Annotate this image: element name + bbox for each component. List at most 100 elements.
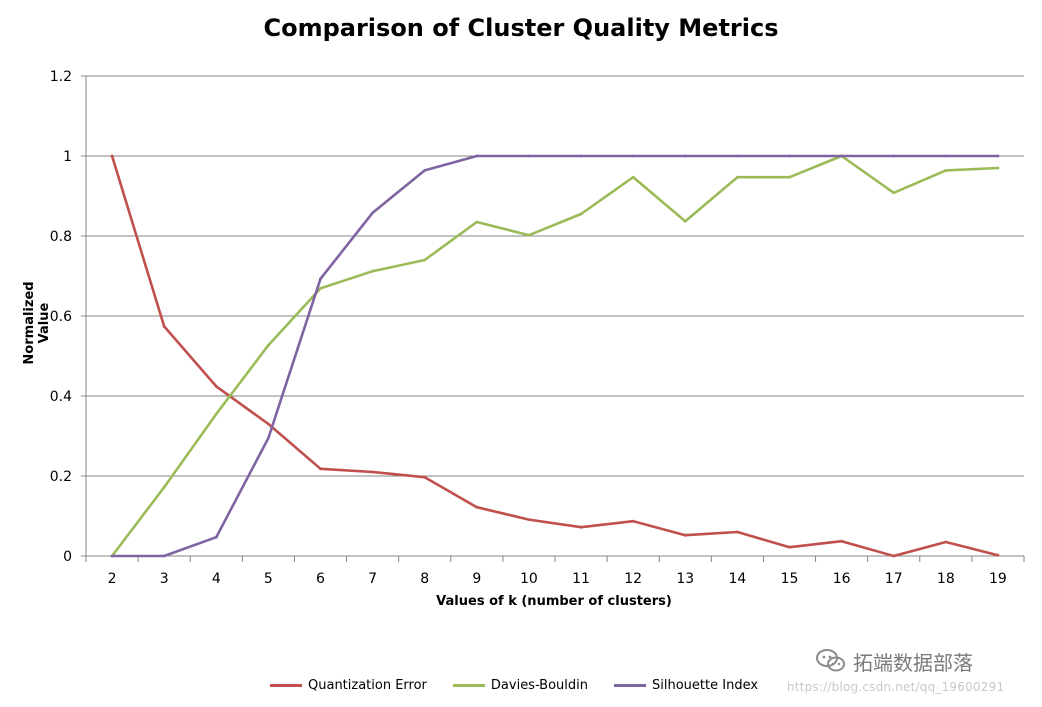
data-point-davies-bouldin-k3 — [162, 485, 166, 489]
x-tick-label-15: 15 — [781, 571, 799, 587]
series-silhouette-index — [110, 154, 1000, 558]
data-point-silhouette-index-k6 — [319, 277, 322, 281]
data-point-silhouette-index-k5 — [266, 436, 270, 440]
x-tick-label-9: 9 — [472, 571, 481, 587]
series-davies-bouldin — [110, 154, 1000, 558]
data-point-quantization-error-k2 — [110, 154, 114, 158]
data-point-quantization-error-k4 — [214, 385, 218, 388]
data-point-davies-bouldin-k12 — [631, 175, 635, 179]
legend-label-silhouette-index: Silhouette Index — [652, 677, 759, 693]
legend: Quantization Error Davies-Bouldin Silhou… — [270, 675, 758, 695]
data-point-silhouette-index-k10 — [527, 154, 531, 158]
wechat-icon — [815, 647, 847, 675]
data-point-silhouette-index-k4 — [214, 535, 218, 539]
data-point-silhouette-index-k18 — [944, 154, 948, 158]
data-point-quantization-error-k5 — [266, 422, 270, 426]
x-tick-label-6: 6 — [316, 571, 325, 587]
series-layer — [110, 154, 1000, 558]
data-point-davies-bouldin-k13 — [683, 219, 687, 223]
data-point-silhouette-index-k7 — [371, 211, 375, 215]
data-point-quantization-error-k19 — [996, 553, 1000, 557]
y-tick-label-0-4: 0.4 — [50, 389, 72, 405]
data-point-davies-bouldin-k10 — [527, 233, 531, 237]
legend-item-davies-bouldin: Davies-Bouldin — [452, 677, 589, 693]
series-line-quantization-error — [110, 154, 1000, 558]
x-tick-label-3: 3 — [160, 571, 169, 587]
series-line-davies-bouldin — [110, 154, 1000, 558]
data-point-silhouette-index-k11 — [579, 154, 583, 158]
series-line-silhouette-index — [110, 154, 1000, 558]
data-point-silhouette-index-k3 — [162, 554, 166, 558]
x-tick-label-8: 8 — [420, 571, 429, 587]
data-point-silhouette-index-k14 — [735, 154, 739, 158]
y-tick-label-1: 1 — [63, 149, 72, 165]
data-point-quantization-error-k15 — [788, 545, 791, 549]
grid-layer — [86, 75, 1024, 477]
data-point-silhouette-index-k17 — [892, 154, 896, 158]
data-point-davies-bouldin-k4 — [214, 412, 218, 416]
y-tick-label-0-6: 0.6 — [50, 309, 72, 325]
tick-label-layer: 0 0.2 0.4 0.6 0.8 1 1.2 2 3 4 5 6 7 8 9 10 11 12 13 14 15 16 1… — [50, 69, 1007, 587]
x-tick-label-18: 18 — [937, 571, 955, 587]
data-point-quantization-error-k3 — [162, 325, 166, 328]
x-tick-label-17: 17 — [885, 571, 903, 587]
watermark-url: https://blog.csdn.net/qq_19600291 — [787, 680, 1005, 694]
data-point-silhouette-index-k16 — [840, 154, 844, 158]
x-tick-label-10: 10 — [520, 571, 538, 587]
legend-swatch-davies-bouldin — [452, 683, 485, 687]
data-point-quantization-error-k16 — [840, 539, 844, 543]
data-point-davies-bouldin-k5 — [266, 343, 270, 347]
data-point-davies-bouldin-k6 — [319, 287, 322, 290]
data-point-silhouette-index-k8 — [423, 169, 427, 172]
series-quantization-error — [110, 154, 1000, 558]
x-tick-label-16: 16 — [833, 571, 851, 587]
x-tick-label-13: 13 — [676, 571, 694, 587]
y-tick-label-1-2: 1.2 — [50, 69, 72, 85]
data-point-quantization-error-k7 — [371, 470, 375, 474]
x-tick-label-2: 2 — [108, 571, 117, 587]
chart-title: Comparison of Cluster Quality Metrics — [263, 14, 779, 42]
data-point-davies-bouldin-k17 — [892, 191, 896, 195]
data-point-davies-bouldin-k9 — [475, 220, 479, 224]
data-point-davies-bouldin-k15 — [788, 175, 791, 179]
legend-swatch-quantization-error — [270, 683, 302, 687]
legend-item-quantization-error: Quantization Error — [270, 678, 427, 693]
data-point-quantization-error-k11 — [579, 525, 583, 529]
legend-item-silhouette-index: Silhouette Index — [614, 678, 758, 693]
axis-layer — [81, 75, 1025, 562]
data-point-silhouette-index-k19 — [996, 154, 1000, 158]
data-point-davies-bouldin-k19 — [996, 166, 1000, 170]
x-tick-label-4: 4 — [212, 571, 221, 587]
data-point-davies-bouldin-k14 — [735, 175, 739, 179]
data-point-quantization-error-k6 — [319, 467, 322, 471]
x-tick-label-11: 11 — [572, 571, 590, 587]
data-point-quantization-error-k8 — [423, 475, 427, 479]
y-tick-label-0-2: 0.2 — [50, 469, 72, 485]
legend-label-davies-bouldin: Davies-Bouldin — [490, 677, 589, 693]
data-point-quantization-error-k18 — [944, 540, 948, 544]
data-point-davies-bouldin-k11 — [579, 212, 583, 216]
data-point-silhouette-index-k13 — [683, 154, 687, 158]
legend-swatch-silhouette-index — [614, 683, 647, 687]
data-point-silhouette-index-k9 — [475, 154, 479, 158]
data-point-silhouette-index-k12 — [631, 154, 635, 158]
x-tick-label-12: 12 — [624, 571, 642, 587]
x-axis-label: Values of k (number of clusters) — [436, 594, 672, 609]
data-point-quantization-error-k13 — [683, 533, 687, 537]
data-point-davies-bouldin-k7 — [371, 269, 375, 273]
data-point-quantization-error-k9 — [475, 505, 479, 509]
data-point-davies-bouldin-k8 — [423, 258, 427, 262]
data-point-quantization-error-k12 — [631, 519, 635, 523]
y-axis-label: Normalized Value — [22, 281, 52, 365]
data-point-davies-bouldin-k18 — [944, 169, 948, 172]
data-point-silhouette-index-k15 — [788, 154, 791, 158]
x-tick-label-19: 19 — [989, 571, 1007, 587]
data-point-quantization-error-k10 — [527, 518, 531, 521]
legend-label-quantization-error: Quantization Error — [308, 677, 427, 693]
watermark-brand-text: 拓端数据部落 — [853, 650, 973, 675]
y-tick-label-0-8: 0.8 — [50, 229, 72, 245]
x-tick-label-14: 14 — [728, 571, 746, 587]
y-tick-label-0: 0 — [63, 549, 72, 565]
